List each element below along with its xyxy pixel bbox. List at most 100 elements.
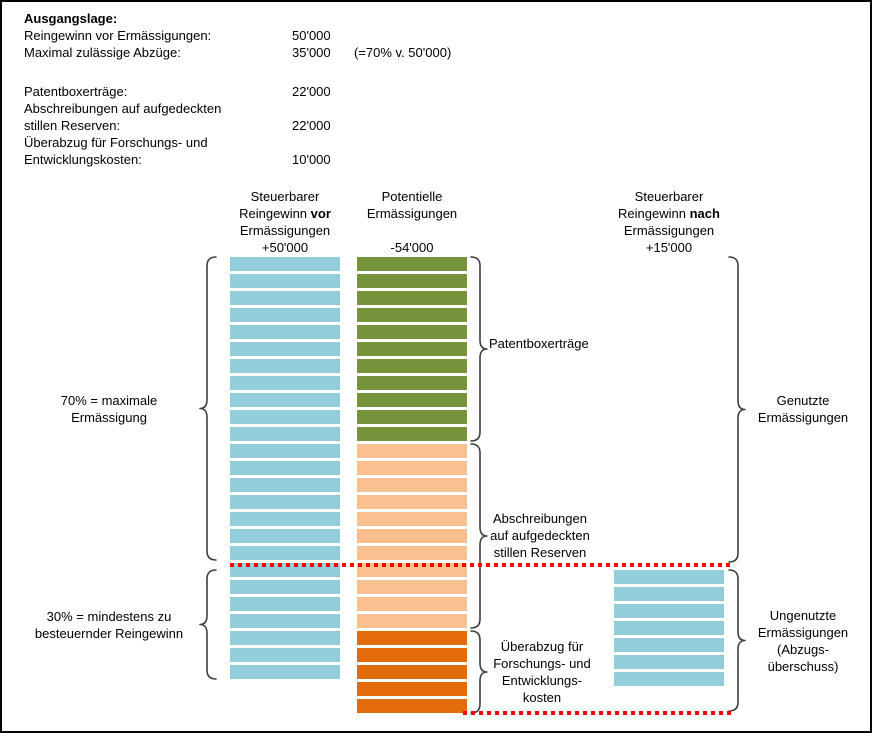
header-line: Ermässigungen [366,206,458,221]
intro-row-value: 10'000 [292,152,331,167]
segment-reingewinn-nach [614,655,724,669]
column-header-potential: Potentielle Ermässigungen -54'000 [347,188,477,256]
annotation-line: Ungenutzte [769,608,837,623]
intro-row-value: 35'000 [292,45,331,60]
segment-abschreibungen-stille-reserven [357,495,467,509]
segment-reingewinn-vor [230,257,340,271]
annotation-ueberabzug: Überabzug für Forschungs- und Entwicklun… [480,638,604,706]
bar-potentielle-ermaessigungen [357,257,467,713]
segment-reingewinn-vor [230,597,340,611]
header-bold-word: vor [310,206,331,221]
segment-abschreibungen-stille-reserven [357,478,467,492]
header-text: Reingewinn [618,206,690,221]
header-line: Potentielle [381,189,443,204]
intro-row: Maximal zulässige Abzüge: 35'000 (=70% v. … [24,44,564,61]
annotation-line: kosten [522,690,562,705]
intro-row-value: 50'000 [292,28,331,43]
segment-abschreibungen-stille-reserven [357,444,467,458]
segment-reingewinn-vor [230,376,340,390]
segment-patentboxertraege [357,291,467,305]
segment-patentboxertraege [357,342,467,356]
segment-patentboxertraege [357,308,467,322]
header-line: Reingewinn nach [604,205,734,222]
intro-row-value: 22'000 [292,84,331,99]
intro-row-value [292,134,354,151]
segment-reingewinn-vor [230,580,340,594]
header-amount: +15'000 [645,240,693,255]
intro-row: Entwicklungskosten: 10'000 [24,151,564,168]
intro-row-spacer [24,61,564,83]
segment-reingewinn-vor [230,614,340,628]
segment-ueberabzug-forschung-entwicklung [357,699,467,713]
segment-abschreibungen-stille-reserven [357,546,467,560]
annotation-line: Überabzug für [500,639,584,654]
segment-reingewinn-vor [230,546,340,560]
segment-reingewinn-nach [614,638,724,652]
intro-row: Abschreibungen auf aufgedeckten [24,100,564,117]
header-amount: +50'000 [261,240,309,255]
annotation-line: Genutzte [776,393,830,408]
segment-patentboxertraege [357,257,467,271]
annotation-ungenutzte-ermaessigungen: Ungenutzte Ermässigungen (Abzugs- übersc… [742,607,864,675]
intro-row-label: Entwicklungskosten: [24,152,142,167]
intro-row: Patentboxerträge: 22'000 [24,83,564,100]
segment-ueberabzug-forschung-entwicklung [357,631,467,645]
annotation-line: überschuss) [767,659,839,674]
intro-row-label: Abschreibungen auf aufgedeckten [24,101,222,116]
annotation-line: besteuernder Reingewinn [34,626,184,641]
header-amount: -54'000 [390,240,434,255]
intro-row: stillen Reserven: 22'000 [24,117,564,134]
annotation-line: Entwicklungs- [501,673,583,688]
segment-reingewinn-vor [230,410,340,424]
annotation-line: Patentboxerträge [489,336,589,351]
segment-reingewinn-vor [230,563,340,577]
segment-patentboxertraege [357,376,467,390]
annotation-70-percent: 70% = maximale Ermässigung [29,392,189,426]
segment-reingewinn-vor [230,342,340,356]
header-text: Reingewinn [239,206,311,221]
ausgangslage-rows: Reingewinn vor Ermässigungen: 50'000 Maxim… [24,27,564,168]
header-line: Steuerbarer [250,189,320,204]
bar-reingewinn-nach [614,570,724,686]
intro-row-note: (=70% v. 50'000) [354,45,452,60]
segment-reingewinn-vor [230,444,340,458]
annotation-line: 70% = maximale [60,393,158,408]
segment-reingewinn-nach [614,604,724,618]
segment-reingewinn-nach [614,621,724,635]
intro-row-label: Überabzug für Forschungs- und [24,135,208,150]
segment-reingewinn-vor [230,495,340,509]
intro-row-label: Reingewinn vor Ermässigungen: [24,28,212,43]
annotation-line: (Abzugs- [776,642,830,657]
segment-abschreibungen-stille-reserven [357,461,467,475]
segment-reingewinn-vor [230,427,340,441]
intro-row-value [292,61,354,83]
segment-reingewinn-nach [614,672,724,686]
annotation-line: Ermässigungen [757,410,849,425]
column-header-before: Steuerbarer Reingewinn vor Ermässigungen… [220,188,350,256]
intro-row-label: stillen Reserven: [24,118,121,133]
segment-reingewinn-vor [230,461,340,475]
header-bold-word: nach [689,206,720,221]
intro-row-value [292,100,354,117]
intro-row: Überabzug für Forschungs- und [24,134,564,151]
segment-abschreibungen-stille-reserven [357,614,467,628]
annotation-line: Ermässigung [71,410,147,425]
intro-row-label: Maximal zulässige Abzüge: [24,45,181,60]
segment-reingewinn-vor [230,648,340,662]
annotation-abschreibungen: Abschreibungen auf aufgedeckten stillen … [480,510,600,561]
segment-abschreibungen-stille-reserven [357,563,467,577]
segment-patentboxertraege [357,393,467,407]
annotation-line: Ermässigungen [757,625,849,640]
annotation-line: auf aufgedeckten [490,528,590,543]
segment-ueberabzug-forschung-entwicklung [357,648,467,662]
segment-reingewinn-vor [230,631,340,645]
segment-reingewinn-vor [230,393,340,407]
segment-reingewinn-vor [230,291,340,305]
segment-patentboxertraege [357,359,467,373]
segment-patentboxertraege [357,325,467,339]
segment-reingewinn-vor [230,665,340,679]
annotation-line: Forschungs- und [493,656,591,671]
segment-abschreibungen-stille-reserven [357,512,467,526]
segment-abschreibungen-stille-reserven [357,580,467,594]
